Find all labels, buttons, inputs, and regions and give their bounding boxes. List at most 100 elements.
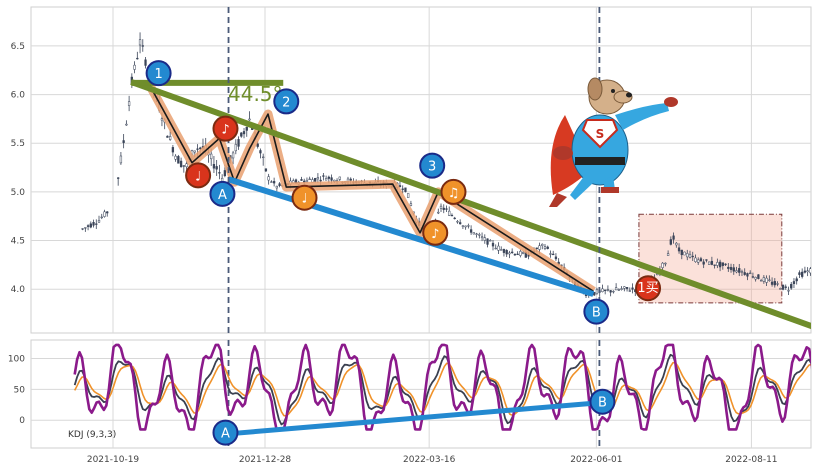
candle-body [620, 288, 623, 290]
candle-body [617, 289, 621, 291]
candle-body [776, 283, 779, 285]
candle-body [694, 257, 697, 263]
marker: 2 [273, 88, 300, 115]
candle-body [762, 277, 766, 282]
candle-body [106, 211, 109, 214]
candle-body [710, 260, 714, 265]
candle-body [612, 290, 615, 293]
candle-body [754, 276, 757, 280]
candle-body [199, 147, 202, 150]
candle-body [171, 147, 175, 153]
candle-body [795, 278, 798, 282]
indicator-y-tick-label: 0 [19, 416, 25, 426]
candle-body [218, 172, 221, 174]
x-tick-label: 2021-12-28 [239, 455, 292, 465]
candle-body [623, 286, 626, 289]
candle-body [746, 273, 749, 277]
candle-body [502, 249, 506, 253]
trendline-support [227, 176, 595, 297]
candle-body [478, 234, 481, 236]
candle-body [166, 135, 169, 138]
candle-body [324, 178, 328, 181]
candle-body [538, 245, 541, 250]
candle-body [160, 118, 164, 121]
candle-body [672, 235, 675, 240]
candle-body [604, 289, 607, 292]
price-y-tick-label: 6.0 [11, 91, 26, 101]
candle-body [770, 281, 774, 285]
candle-body [459, 222, 462, 225]
candle-body [97, 219, 101, 223]
candle-body [675, 242, 678, 246]
candle-body [338, 176, 341, 180]
indicator-panel: 2021-10-19 2021-12-28 2022-03-16 2022-06-01… [8, 339, 812, 465]
marker: A [209, 180, 236, 207]
candle-body [546, 246, 549, 249]
price-y-tick-label: 5.0 [11, 188, 26, 198]
candle-body [196, 148, 199, 150]
candle-body [262, 156, 265, 158]
candle-body [519, 251, 522, 256]
candle-body [179, 160, 183, 168]
candle-body [740, 271, 744, 273]
candle-body [669, 239, 672, 245]
candle-body [234, 144, 237, 152]
x-tick-label: 2021-10-19 [87, 455, 140, 465]
marker: B [583, 298, 610, 325]
superhero-dog-mascot: S [549, 77, 678, 207]
candle-body [554, 256, 558, 260]
candle-body [707, 261, 711, 265]
candle-body [314, 178, 317, 182]
candle-body [489, 240, 492, 242]
candle-body [806, 270, 809, 273]
candle-body [464, 225, 467, 228]
candle-body [697, 259, 700, 263]
kdj-trendline [228, 400, 597, 437]
candle-body [330, 177, 333, 181]
marker: ♪ [422, 219, 449, 246]
kdj-lines [73, 343, 811, 431]
candle-body [511, 251, 514, 254]
marker-label: 3 [428, 160, 436, 175]
candle-body [743, 272, 746, 275]
price-y-tick-label: 4.0 [11, 285, 26, 295]
marker-label: ♪ [221, 123, 229, 138]
price-y-tick-label: 4.5 [11, 237, 25, 247]
candle-body [790, 283, 793, 289]
candle-body [759, 280, 763, 282]
candle-body [625, 287, 629, 289]
candle-body [84, 227, 87, 229]
indicator-y-tick-label: 100 [8, 355, 25, 365]
candle-body [718, 261, 722, 268]
candle-body [552, 253, 555, 256]
candle-body [472, 232, 475, 235]
marker-label: A [221, 427, 230, 442]
candle-body [724, 263, 727, 266]
candle-body [177, 156, 180, 164]
marker-label: ♩ [195, 169, 201, 184]
candle-body [787, 290, 790, 292]
candle-body [631, 287, 634, 290]
candle-body [628, 290, 631, 292]
candle-body [404, 187, 407, 192]
candle-body [705, 259, 708, 261]
marker: ♪ [212, 115, 239, 142]
candle-body [437, 211, 440, 214]
candle-body [702, 261, 705, 265]
marker: ♩ [185, 162, 212, 189]
candle-body [169, 136, 172, 140]
candle-body [81, 228, 84, 230]
marker: A [212, 419, 239, 446]
candle-body [174, 155, 177, 160]
candle-body [475, 233, 478, 235]
candle-body [735, 270, 738, 273]
candle-body [513, 253, 517, 256]
candle-body [100, 216, 103, 219]
candle-body [401, 188, 404, 190]
candle-body [322, 175, 325, 177]
candle-body [316, 177, 320, 180]
candle-body [688, 253, 692, 258]
marker: 1买 [635, 275, 662, 302]
candle-body [765, 277, 768, 283]
candle-body [242, 131, 246, 135]
